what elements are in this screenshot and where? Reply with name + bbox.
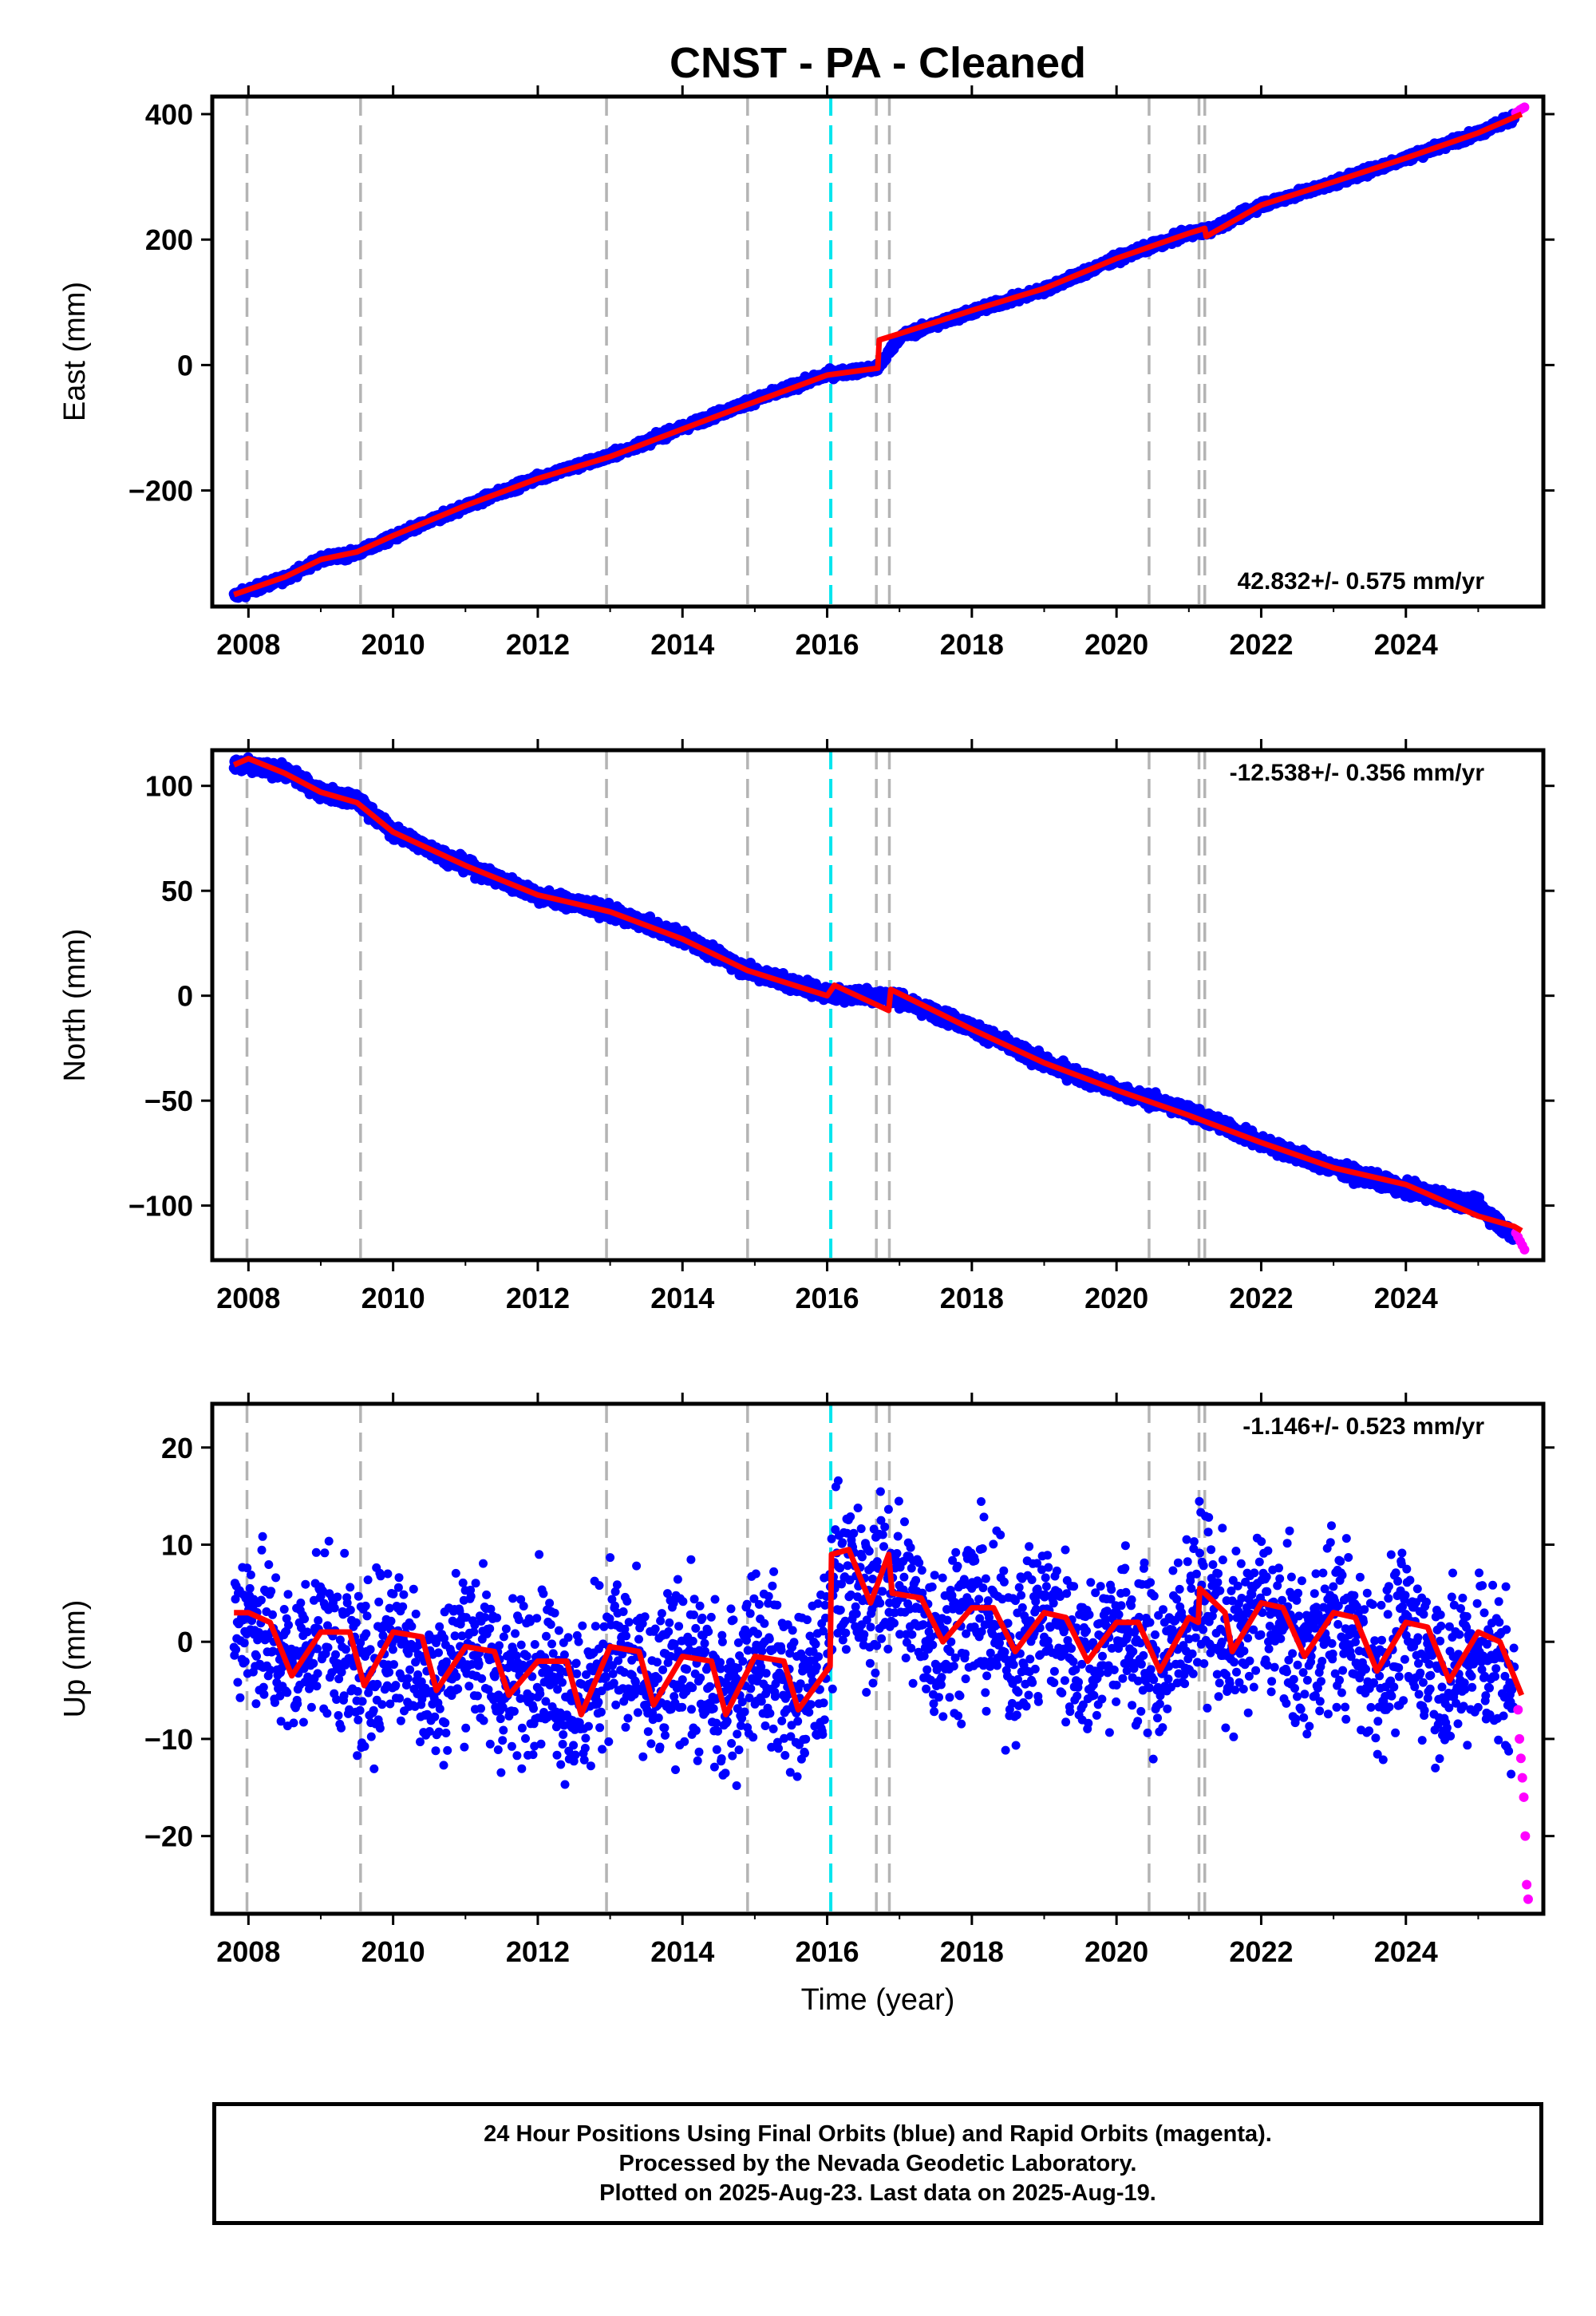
east-y-axis-title: East (mm) [58,282,92,421]
east-x-tick-label: 2018 [940,628,1004,661]
east-x-tick-label: 2010 [361,628,425,661]
chart-title: CNST - PA - Cleaned [670,39,1086,87]
east-y-tick-label: 200 [145,223,193,256]
east-x-tick-label: 2020 [1084,628,1148,661]
east-plot-area [228,97,1530,607]
east-x-tick-label: 2012 [506,628,570,661]
east-rate-label: 42.832+/- 0.575 mm/yr [1238,568,1485,595]
east-x-tick-label: 2024 [1374,628,1438,661]
north-plot-area [228,750,1530,1260]
east-frame [210,94,1546,609]
east-x-tick-label: 2014 [650,628,714,661]
east-panel: −200 0 200 400 2008 2010 2012 2014 2016 2018 2020 2… [58,85,1555,661]
east-y-tick-label: 0 [177,349,193,381]
east-x-tick-label: 2016 [795,628,859,661]
east-y-tick-label: −200 [128,475,193,508]
east-x-tick-label: 2022 [1229,628,1293,661]
east-y-tick-label: 400 [145,98,193,131]
east-model-line [233,111,1523,598]
east-x-tick-label: 2008 [216,628,280,661]
east-rapid-point [1519,102,1530,113]
